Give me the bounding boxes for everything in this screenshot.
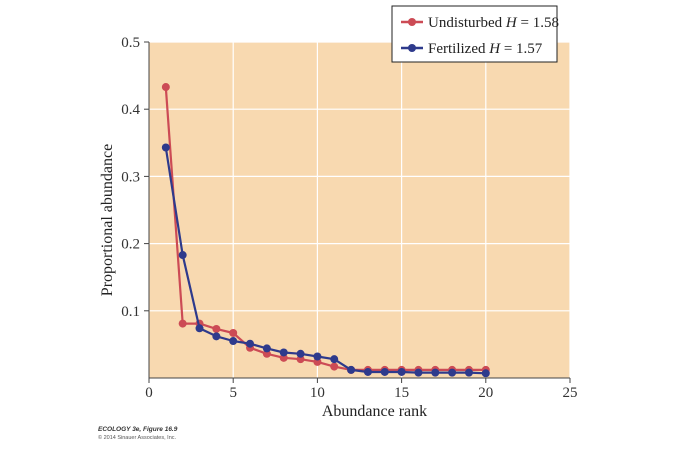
data-point-fertilized xyxy=(313,352,322,361)
legend-label: Fertilized H = 1.57 xyxy=(428,41,543,57)
y-axis-title: Proportional abundance xyxy=(99,144,116,296)
data-point-undisturbed xyxy=(229,328,238,337)
data-point-fertilized xyxy=(229,337,238,346)
legend-label: Undisturbed H = 1.58 xyxy=(428,15,559,31)
y-tick-label: 0.5 xyxy=(121,35,140,51)
data-point-fertilized xyxy=(363,367,372,376)
x-tick-label: 10 xyxy=(310,385,325,401)
legend-h-symbol: H xyxy=(505,15,518,31)
legend-box xyxy=(391,5,558,63)
y-tick-label: 0.3 xyxy=(121,169,140,185)
data-point-fertilized xyxy=(178,251,187,260)
data-point-fertilized xyxy=(397,367,406,376)
data-point-undisturbed xyxy=(212,324,221,333)
x-tick-label: 15 xyxy=(394,385,409,401)
data-point-fertilized xyxy=(262,344,271,353)
data-point-fertilized xyxy=(481,369,490,378)
x-tick-label: 20 xyxy=(478,385,493,401)
data-point-fertilized xyxy=(195,324,204,333)
x-tick-label: 0 xyxy=(145,385,153,401)
data-point-fertilized xyxy=(347,365,356,374)
legend-swatch-marker xyxy=(408,18,416,26)
data-point-fertilized xyxy=(464,368,473,377)
data-point-undisturbed xyxy=(178,319,187,328)
legend-h-symbol: H xyxy=(488,41,501,57)
plot-background xyxy=(149,42,570,378)
axis-ticks: 0 5 10 15 20 25 0.1 0.2 0.3 0.4 0.5 xyxy=(121,35,577,401)
data-point-fertilized xyxy=(161,143,170,152)
legend-h-value: = 1.57 xyxy=(500,41,543,57)
data-point-fertilized xyxy=(279,348,288,357)
data-point-undisturbed xyxy=(330,362,339,371)
y-tick-label: 0.1 xyxy=(121,304,140,320)
legend-swatch-marker xyxy=(408,44,416,52)
series-layer xyxy=(161,83,490,378)
y-tick-label: 0.2 xyxy=(121,237,140,253)
data-point-fertilized xyxy=(448,368,457,377)
legend-series-name: Undisturbed xyxy=(428,15,506,31)
data-point-fertilized xyxy=(246,339,255,348)
data-point-fertilized xyxy=(380,367,389,376)
data-point-fertilized xyxy=(431,368,440,377)
data-point-fertilized xyxy=(330,355,339,364)
data-point-fertilized xyxy=(212,332,221,341)
legend-series-name: Fertilized xyxy=(428,41,489,57)
data-point-undisturbed xyxy=(161,83,170,92)
data-point-fertilized xyxy=(414,368,423,377)
figure-credit-copyright: © 2014 Sinauer Associates, Inc. xyxy=(98,434,177,441)
figure-credit-title: ECOLOGY 3e, Figure 16.9 xyxy=(98,426,178,433)
data-point-fertilized xyxy=(296,349,305,358)
legend: Undisturbed H = 1.58 Fertilized H = 1.57 xyxy=(391,5,559,63)
x-tick-label: 25 xyxy=(563,385,578,401)
legend-h-value: = 1.58 xyxy=(517,15,559,31)
y-tick-label: 0.4 xyxy=(121,102,140,118)
x-tick-label: 5 xyxy=(229,385,237,401)
x-axis-title: Abundance rank xyxy=(322,403,427,420)
series-fertilized xyxy=(161,143,490,378)
